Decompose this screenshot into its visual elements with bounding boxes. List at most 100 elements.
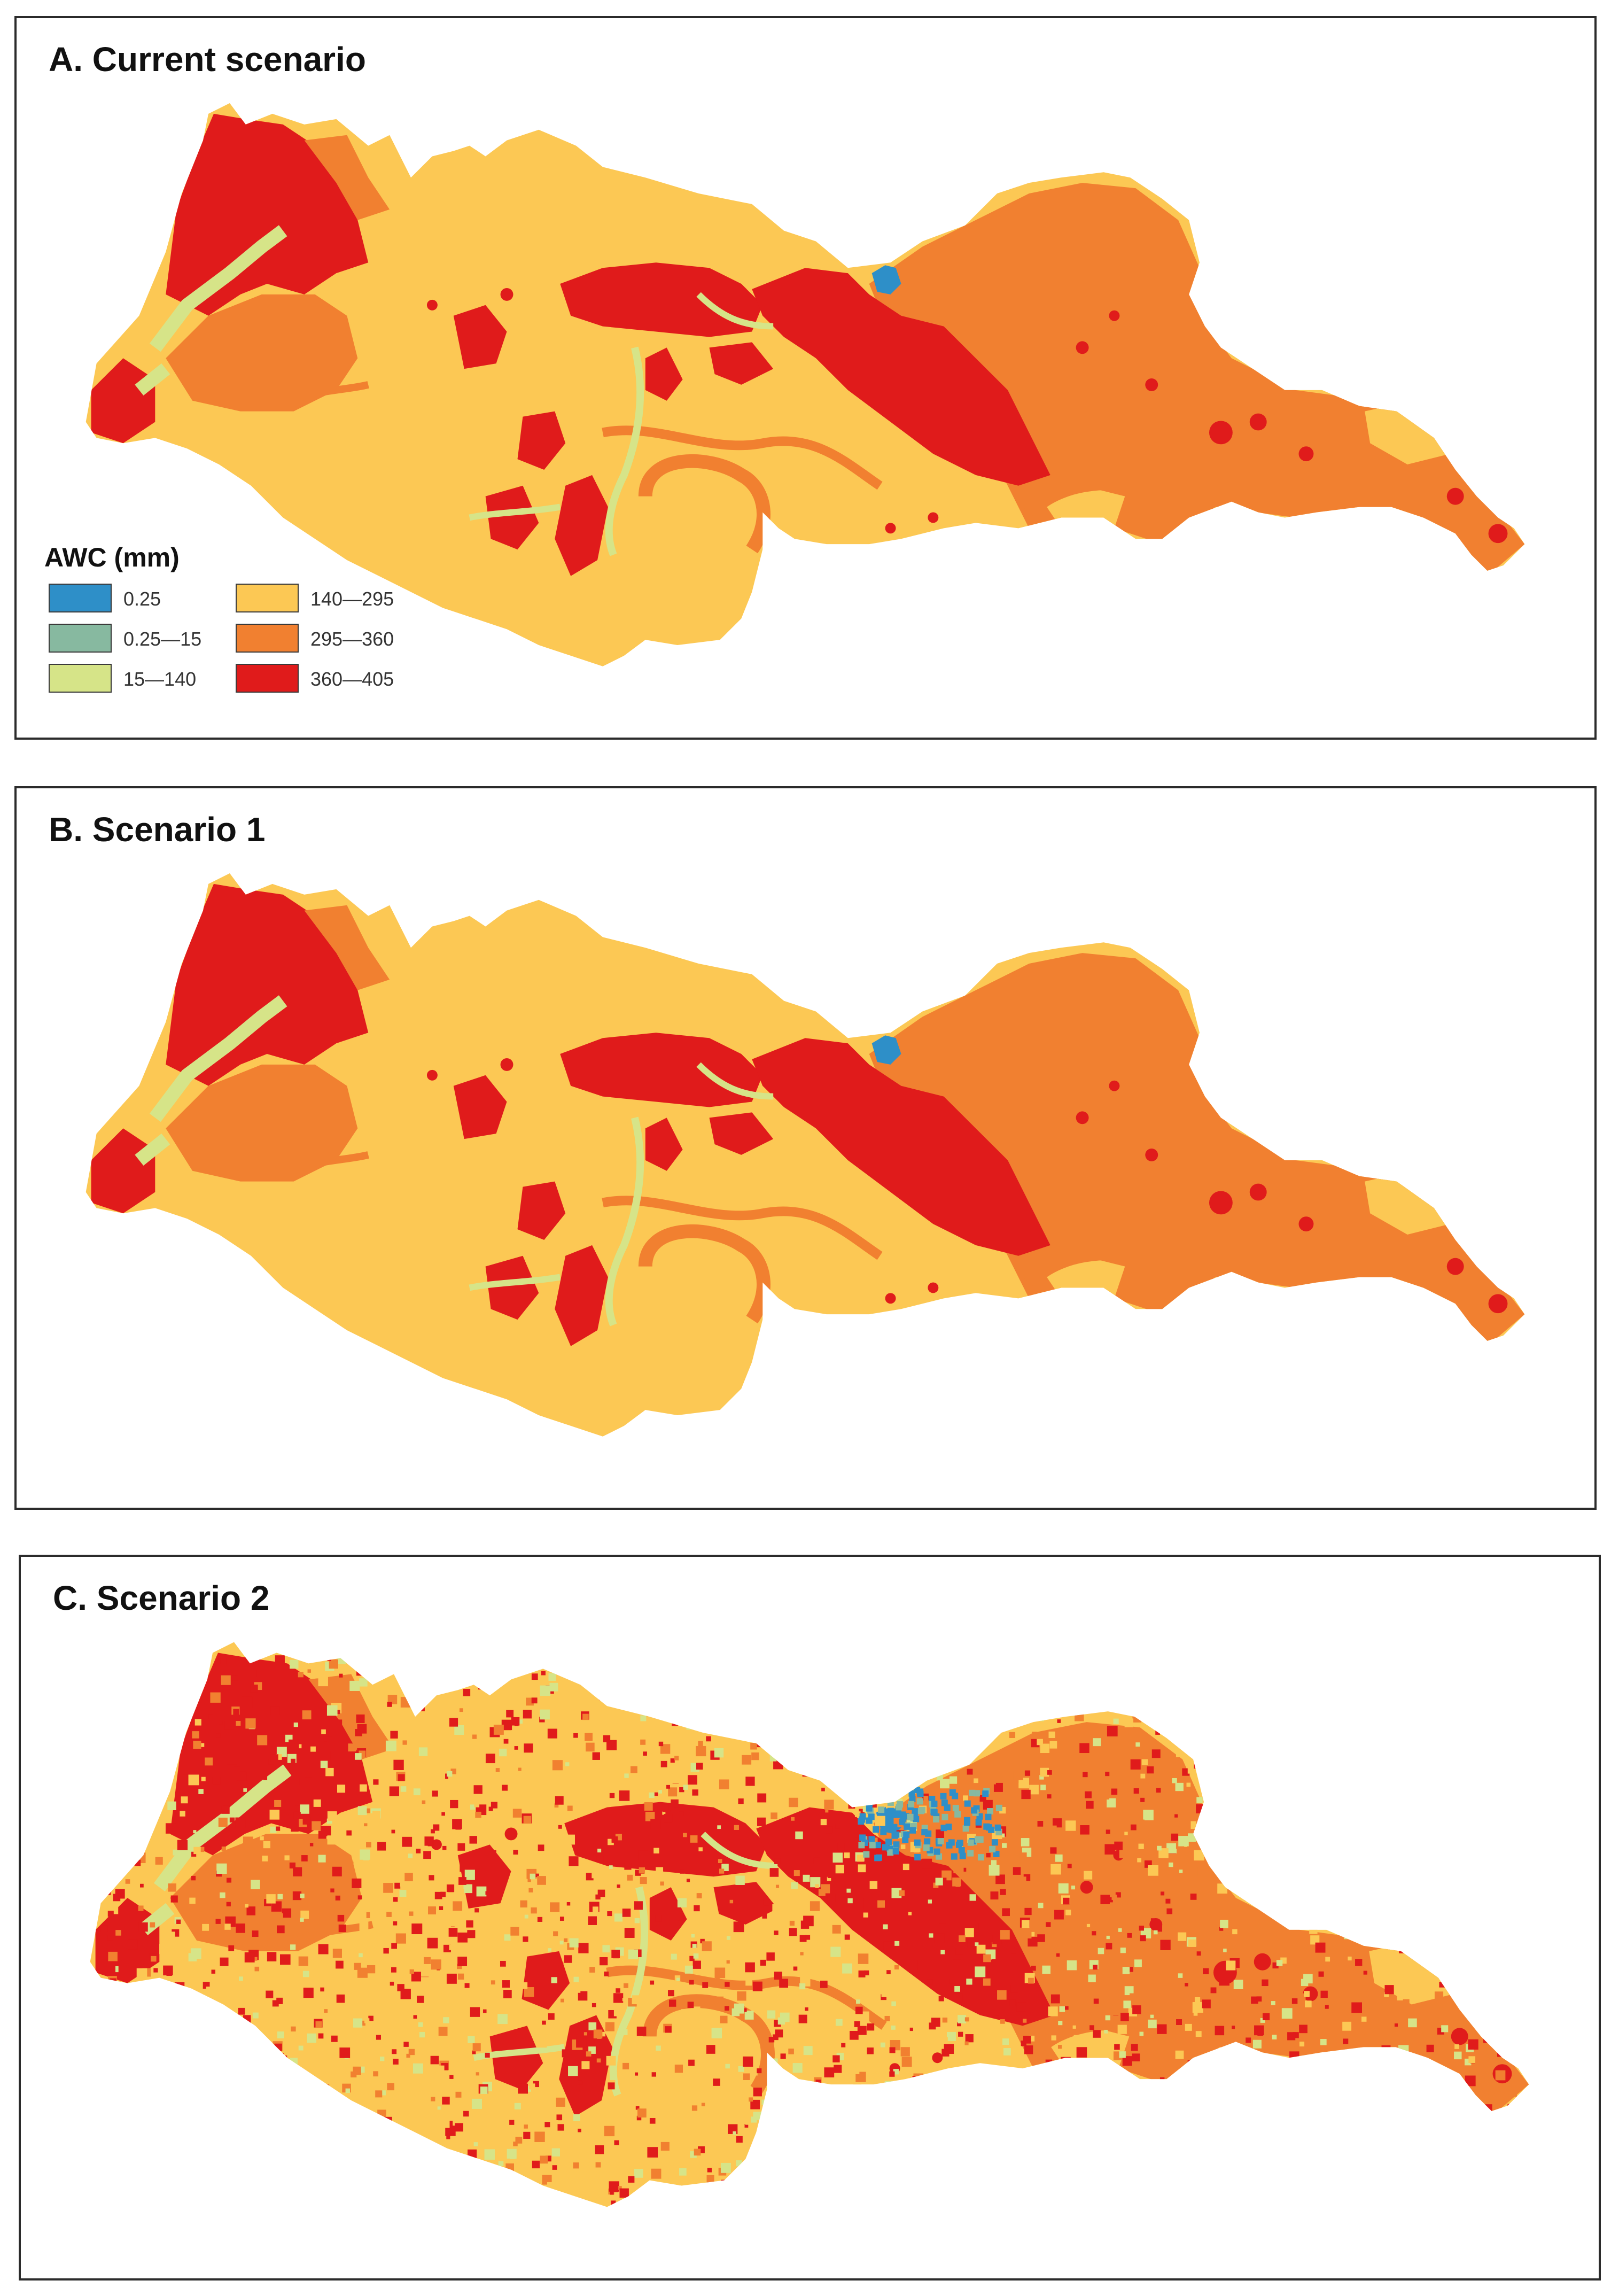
speckle-cell (419, 1967, 430, 1977)
speckle-cell (263, 1841, 270, 1849)
speckle-cell (151, 2014, 158, 2020)
speckle-cell (915, 1759, 924, 1768)
speckle-cell (1083, 1772, 1088, 1778)
speckle-cell (1335, 1922, 1343, 1931)
speckle-cell (671, 1655, 682, 1665)
speckle-cell (1331, 1909, 1335, 1912)
speckle-cell (219, 1721, 223, 1725)
speckle-cell (409, 2018, 413, 2021)
speckle-cell (517, 2212, 520, 2215)
speckle-cell (1280, 1957, 1287, 1964)
speckle-cell (734, 2003, 744, 2014)
speckle-cell (1187, 1768, 1193, 1774)
speckle-cell (438, 2027, 448, 2036)
speckle-cell (421, 1986, 426, 1991)
speckle-cell (1017, 1686, 1027, 1696)
speckle-cell (1363, 1971, 1367, 1975)
speckle-cell (327, 1835, 337, 1845)
speckle-cell (491, 1850, 496, 1856)
speckle-cell (411, 1923, 423, 1935)
speckle-cell (1341, 1906, 1350, 1915)
speckle-cell (735, 1875, 745, 1885)
speckle-cell (799, 1935, 807, 1942)
speckle-cell (1415, 1680, 1422, 1687)
speckle-cell (1339, 1879, 1344, 1884)
speckle-cell (211, 1969, 216, 1974)
speckle-cell (244, 1846, 248, 1850)
speckle-cell (510, 1999, 518, 2007)
speckle-cell (138, 1751, 145, 1759)
speckle-cell (315, 2021, 322, 2028)
speckle-cell (1204, 1809, 1216, 1819)
speckle-cell (1398, 2045, 1409, 2055)
speckle-cell (1111, 1788, 1118, 1795)
speckle-cell (155, 1695, 162, 1702)
speckle-cell (123, 1674, 134, 1684)
speckle-cell (955, 2150, 961, 2155)
speckle-cell (640, 1715, 647, 1721)
speckle-cell (656, 1867, 664, 1875)
speckle-cell (679, 1787, 684, 1793)
speckle-cell (234, 1766, 240, 1773)
speckle-cell (775, 1706, 782, 1712)
speckle-cell (1438, 2054, 1443, 2059)
speckle-cell (355, 1729, 362, 1736)
speckle-cell (933, 1848, 940, 1855)
speckle-cell (966, 1694, 975, 1704)
speckle-cell (1335, 1793, 1344, 1802)
speckle-cell (161, 2035, 172, 2046)
speckle-cell (272, 2000, 279, 2007)
speckle-cell (120, 1790, 124, 1794)
speckle-cell (273, 2196, 281, 2204)
speckle-cell (1075, 1687, 1085, 1698)
speckle-cell (418, 2022, 423, 2027)
speckle-cell (881, 1987, 892, 1997)
speckle-cell (228, 2066, 231, 2069)
speckle-cell (958, 2031, 963, 2037)
speckle-cell (1453, 1921, 1463, 1931)
speckle-cell (1122, 1967, 1130, 1974)
speckle-cell (245, 1904, 248, 1908)
speckle-cell (820, 1980, 828, 1988)
speckle-cell (1410, 2103, 1417, 2109)
speckle-cell (1096, 2116, 1108, 2128)
speckle-cell (956, 1840, 963, 1847)
speckle-cell (153, 2170, 162, 2180)
map-panel-current-scenario: A. Current scenario AWC (mm) 0.25 0.25—1… (14, 16, 1597, 740)
speckle-cell (569, 1856, 579, 1866)
speckle-cell (940, 2176, 949, 2185)
speckle-cell (772, 2147, 781, 2156)
speckle-cell (930, 1809, 937, 1816)
speckle-cell (588, 2005, 592, 2010)
speckle-cell (992, 1935, 1002, 1944)
speckle-cell (109, 1848, 118, 1857)
speckle-cell (656, 2045, 661, 2051)
speckle-cell (308, 1977, 315, 1985)
speckle-cell (733, 2131, 736, 2135)
speckle-cell (257, 1735, 268, 1746)
speckle-cell (613, 2010, 620, 2016)
speckle-cell (551, 1977, 557, 1983)
speckle-cell (135, 2047, 141, 2053)
speckle-cell (902, 1733, 910, 1742)
speckle-cell (772, 1904, 780, 1912)
speckle-cell (229, 1694, 238, 1704)
speckle-cell (750, 2172, 758, 2181)
speckle-cell (875, 1702, 883, 1711)
speckle-cell (1489, 2191, 1499, 2201)
speckle-cell (531, 2199, 537, 2205)
speckle-cell (743, 2073, 750, 2080)
speckle-cell (1075, 1712, 1084, 1721)
speckle-cell (1384, 1992, 1389, 1997)
speckle-cell (293, 1908, 299, 1914)
speckle-cell (1351, 1848, 1357, 1853)
speckle-cell (1029, 1785, 1039, 1795)
speckle-cell (1461, 2184, 1472, 2194)
speckle-cell (512, 1809, 522, 1818)
speckle-cell (354, 1963, 361, 1970)
speckle-cell (1040, 1767, 1049, 1777)
speckle-cell (1217, 1729, 1222, 1734)
speckle-cell (282, 1908, 292, 1918)
speckle-cell (283, 2089, 289, 2095)
speckle-cell (1363, 1710, 1369, 1717)
